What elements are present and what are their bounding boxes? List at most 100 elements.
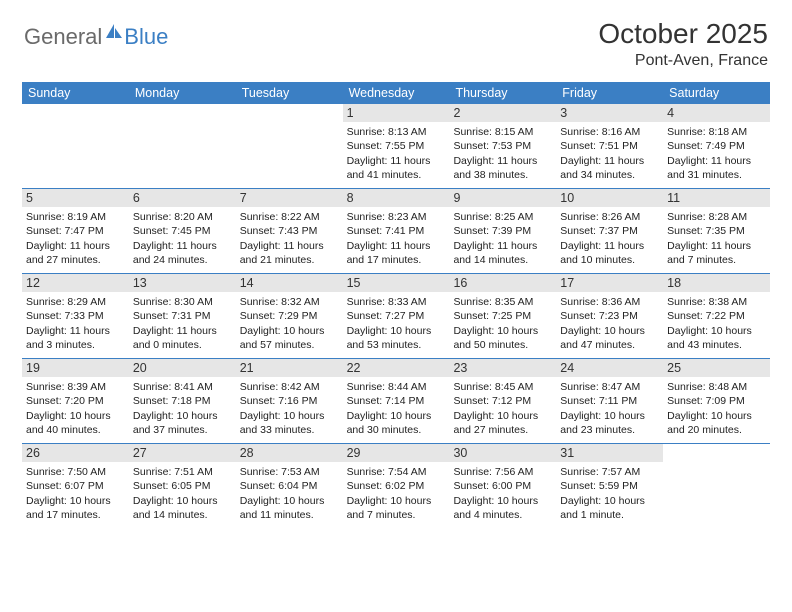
sunset-text: Sunset: 7:35 PM <box>667 224 766 238</box>
sunrise-text: Sunrise: 8:41 AM <box>133 380 232 394</box>
day-info: Sunrise: 7:53 AMSunset: 6:04 PMDaylight:… <box>240 465 339 523</box>
sunrise-text: Sunrise: 8:33 AM <box>347 295 446 309</box>
sunrise-text: Sunrise: 8:48 AM <box>667 380 766 394</box>
daylight-text: Daylight: 11 hours and 41 minutes. <box>347 154 446 183</box>
calendar: Sunday Monday Tuesday Wednesday Thursday… <box>22 82 770 528</box>
daylight-text: Daylight: 10 hours and 53 minutes. <box>347 324 446 353</box>
week-row: 1Sunrise: 8:13 AMSunset: 7:55 PMDaylight… <box>22 104 770 189</box>
day-cell <box>663 444 770 528</box>
day-cell: 27Sunrise: 7:51 AMSunset: 6:05 PMDayligh… <box>129 444 236 528</box>
daylight-text: Daylight: 10 hours and 33 minutes. <box>240 409 339 438</box>
sunset-text: Sunset: 7:55 PM <box>347 139 446 153</box>
day-cell: 9 Sunrise: 8:25 AMSunset: 7:39 PMDaylight… <box>449 189 556 273</box>
day-number: 5 <box>22 189 129 207</box>
day-cell: 20 Sunrise: 8:41 AMSunset: 7:18 PMDayligh… <box>129 359 236 443</box>
week-row: 19 Sunrise: 8:39 AMSunset: 7:20 PMDayligh… <box>22 359 770 444</box>
day-number: 29 <box>343 444 450 462</box>
header: General Blue October 2025 Pont-Aven, Fra… <box>0 0 792 78</box>
day-cell <box>129 104 236 188</box>
day-number: 7 <box>236 189 343 207</box>
sunrise-text: Sunrise: 7:57 AM <box>560 465 659 479</box>
day-info: Sunrise: 8:44 AMSunset: 7:14 PMDaylight:… <box>347 380 446 438</box>
day-number: 9 <box>449 189 556 207</box>
day-cell: 29Sunrise: 7:54 AMSunset: 6:02 PMDayligh… <box>343 444 450 528</box>
sunrise-text: Sunrise: 8:16 AM <box>560 125 659 139</box>
day-info: Sunrise: 8:20 AMSunset: 7:45 PMDaylight:… <box>133 210 232 268</box>
sunset-text: Sunset: 6:02 PM <box>347 479 446 493</box>
sunset-text: Sunset: 7:12 PM <box>453 394 552 408</box>
daylight-text: Daylight: 11 hours and 10 minutes. <box>560 239 659 268</box>
day-number: 16 <box>449 274 556 292</box>
day-cell: 25Sunrise: 8:48 AMSunset: 7:09 PMDayligh… <box>663 359 770 443</box>
daylight-text: Daylight: 10 hours and 4 minutes. <box>453 494 552 523</box>
sunset-text: Sunset: 7:43 PM <box>240 224 339 238</box>
day-cell: 23Sunrise: 8:45 AMSunset: 7:12 PMDayligh… <box>449 359 556 443</box>
day-number: 10 <box>556 189 663 207</box>
day-cell: 19 Sunrise: 8:39 AMSunset: 7:20 PMDayligh… <box>22 359 129 443</box>
day-info: Sunrise: 7:56 AMSunset: 6:00 PMDaylight:… <box>453 465 552 523</box>
dow-thursday: Thursday <box>449 82 556 104</box>
day-info: Sunrise: 8:28 AMSunset: 7:35 PMDaylight:… <box>667 210 766 268</box>
location: Pont-Aven, France <box>598 52 768 70</box>
daylight-text: Daylight: 10 hours and 23 minutes. <box>560 409 659 438</box>
dow-wednesday: Wednesday <box>343 82 450 104</box>
day-cell: 4Sunrise: 8:18 AMSunset: 7:49 PMDaylight… <box>663 104 770 188</box>
day-cell: 26Sunrise: 7:50 AMSunset: 6:07 PMDayligh… <box>22 444 129 528</box>
logo-text-blue: Blue <box>124 24 168 50</box>
day-number: 17 <box>556 274 663 292</box>
sunrise-text: Sunrise: 8:18 AM <box>667 125 766 139</box>
sunrise-text: Sunrise: 7:54 AM <box>347 465 446 479</box>
day-cell <box>236 104 343 188</box>
sunset-text: Sunset: 7:20 PM <box>26 394 125 408</box>
day-cell: 3 Sunrise: 8:16 AMSunset: 7:51 PMDaylight… <box>556 104 663 188</box>
day-cell: 31Sunrise: 7:57 AMSunset: 5:59 PMDayligh… <box>556 444 663 528</box>
day-cell: 7 Sunrise: 8:22 AMSunset: 7:43 PMDaylight… <box>236 189 343 273</box>
sunrise-text: Sunrise: 8:35 AM <box>453 295 552 309</box>
day-info: Sunrise: 8:39 AMSunset: 7:20 PMDaylight:… <box>26 380 125 438</box>
day-number: 12 <box>22 274 129 292</box>
sunrise-text: Sunrise: 8:42 AM <box>240 380 339 394</box>
day-info: Sunrise: 8:38 AMSunset: 7:22 PMDaylight:… <box>667 295 766 353</box>
month-title: October 2025 <box>598 18 768 50</box>
day-info: Sunrise: 8:42 AMSunset: 7:16 PMDaylight:… <box>240 380 339 438</box>
daylight-text: Daylight: 10 hours and 17 minutes. <box>26 494 125 523</box>
day-cell: 14Sunrise: 8:32 AMSunset: 7:29 PMDayligh… <box>236 274 343 358</box>
day-cell: 15Sunrise: 8:33 AMSunset: 7:27 PMDayligh… <box>343 274 450 358</box>
dow-sunday: Sunday <box>22 82 129 104</box>
sunset-text: Sunset: 7:41 PM <box>347 224 446 238</box>
daylight-text: Daylight: 10 hours and 14 minutes. <box>133 494 232 523</box>
day-cell: 16 Sunrise: 8:35 AMSunset: 7:25 PMDayligh… <box>449 274 556 358</box>
day-number: 4 <box>663 104 770 122</box>
sunrise-text: Sunrise: 8:25 AM <box>453 210 552 224</box>
sunrise-text: Sunrise: 7:51 AM <box>133 465 232 479</box>
dow-friday: Friday <box>556 82 663 104</box>
day-info: Sunrise: 8:41 AMSunset: 7:18 PMDaylight:… <box>133 380 232 438</box>
day-info: Sunrise: 8:19 AMSunset: 7:47 PMDaylight:… <box>26 210 125 268</box>
sunset-text: Sunset: 7:53 PM <box>453 139 552 153</box>
daylight-text: Daylight: 11 hours and 14 minutes. <box>453 239 552 268</box>
day-cell: 21Sunrise: 8:42 AMSunset: 7:16 PMDayligh… <box>236 359 343 443</box>
day-info: Sunrise: 8:30 AMSunset: 7:31 PMDaylight:… <box>133 295 232 353</box>
sunset-text: Sunset: 7:23 PM <box>560 309 659 323</box>
day-number: 3 <box>556 104 663 122</box>
day-number: 19 <box>22 359 129 377</box>
sunset-text: Sunset: 6:04 PM <box>240 479 339 493</box>
day-number: 8 <box>343 189 450 207</box>
day-info: Sunrise: 8:22 AMSunset: 7:43 PMDaylight:… <box>240 210 339 268</box>
sunset-text: Sunset: 7:51 PM <box>560 139 659 153</box>
sunset-text: Sunset: 7:49 PM <box>667 139 766 153</box>
daylight-text: Daylight: 11 hours and 34 minutes. <box>560 154 659 183</box>
sunrise-text: Sunrise: 8:44 AM <box>347 380 446 394</box>
sunrise-text: Sunrise: 8:38 AM <box>667 295 766 309</box>
day-cell: 24Sunrise: 8:47 AMSunset: 7:11 PMDayligh… <box>556 359 663 443</box>
daylight-text: Daylight: 10 hours and 50 minutes. <box>453 324 552 353</box>
day-info: Sunrise: 8:25 AMSunset: 7:39 PMDaylight:… <box>453 210 552 268</box>
day-number: 30 <box>449 444 556 462</box>
day-cell: 18Sunrise: 8:38 AMSunset: 7:22 PMDayligh… <box>663 274 770 358</box>
day-info: Sunrise: 8:35 AMSunset: 7:25 PMDaylight:… <box>453 295 552 353</box>
sunset-text: Sunset: 7:47 PM <box>26 224 125 238</box>
sunset-text: Sunset: 5:59 PM <box>560 479 659 493</box>
day-number: 25 <box>663 359 770 377</box>
sunrise-text: Sunrise: 8:20 AM <box>133 210 232 224</box>
day-number: 20 <box>129 359 236 377</box>
